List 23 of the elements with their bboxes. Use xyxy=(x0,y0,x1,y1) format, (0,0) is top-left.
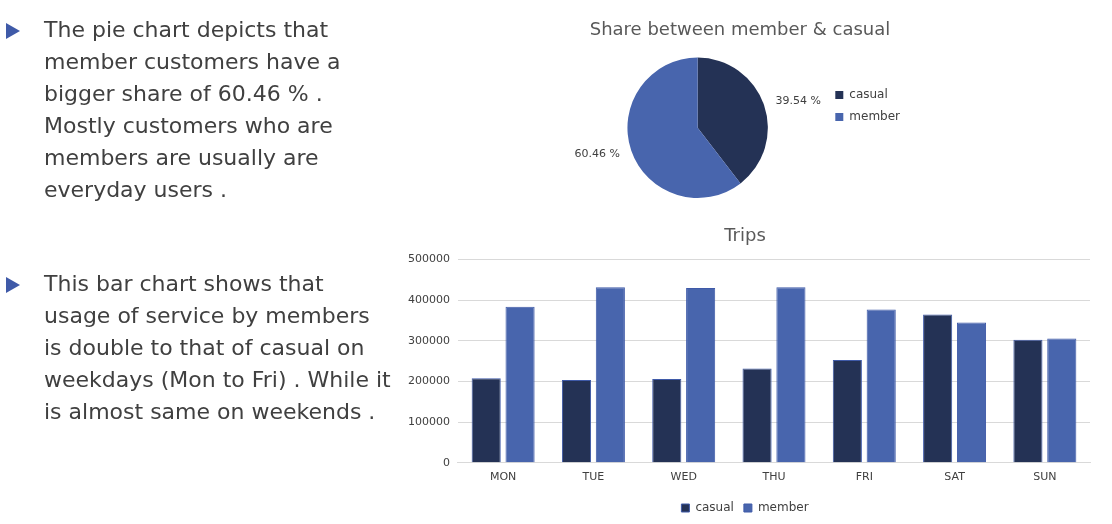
chart-title: Trips xyxy=(723,224,766,246)
x-tick-label: SAT xyxy=(944,470,966,484)
text: This bar chart shows that usage of service by members is double to that of casual on weekdays (Mon to Fri) . While it is almost same on weekends . xyxy=(44,271,391,424)
x-tick-label: THU xyxy=(761,470,786,484)
y-tick-label: 300000 xyxy=(407,333,450,347)
chart-title: Share between member & casual xyxy=(589,18,891,40)
legend-label: casual xyxy=(849,87,888,102)
text: The pie chart depicts that member customers have a bigger share of 60.46 % . Mostly customers who are members are usually are everyday users . xyxy=(44,17,341,202)
legend-label: member xyxy=(757,500,809,515)
x-tick-label: MON xyxy=(489,470,517,484)
y-tick-label: 200000 xyxy=(407,374,450,388)
data-label: 39.54 % xyxy=(775,94,821,108)
data-label: 60.46 % xyxy=(574,147,620,161)
x-tick-label: TUE xyxy=(581,470,605,484)
y-tick-label: 400000 xyxy=(407,293,450,307)
x-tick-label: WED xyxy=(670,470,697,484)
y-tick-label: 0 xyxy=(442,455,450,469)
legend-label: casual xyxy=(695,500,734,515)
y-tick-label: 500000 xyxy=(407,252,450,266)
x-tick-label: FRI xyxy=(855,470,873,484)
x-tick-label: SUN xyxy=(1033,470,1057,484)
legend-label: member xyxy=(849,109,901,124)
y-tick-label: 100000 xyxy=(407,415,450,429)
